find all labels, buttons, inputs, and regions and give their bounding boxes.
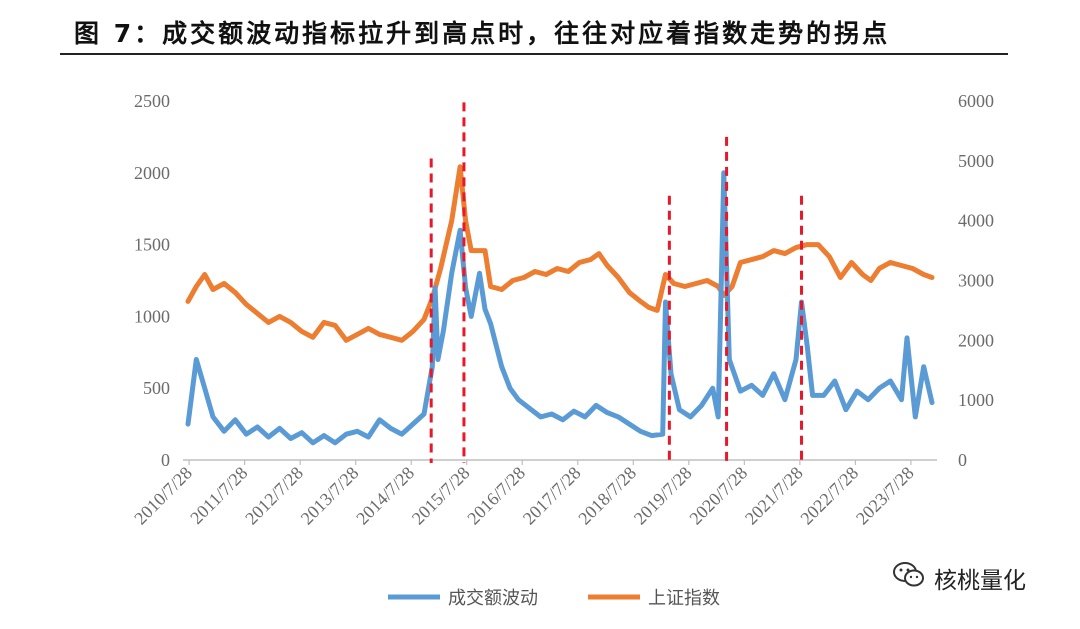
right-axis-ticks: 0 1000 2000 3000 4000 5000 6000 bbox=[958, 91, 994, 470]
legend: 成交额波动 上证指数 bbox=[388, 588, 720, 609]
x-tick-label: 2015/7/28 bbox=[408, 463, 474, 529]
series-line-1 bbox=[185, 164, 935, 343]
series-layer bbox=[185, 164, 935, 446]
wechat-icon bbox=[892, 561, 926, 595]
left-tick-label: 0 bbox=[161, 450, 170, 470]
x-tick-label: 2023/7/28 bbox=[852, 463, 918, 529]
figure-title: 图 7：成交额波动指标拉升到高点时，往往对应着指数走势的拐点 bbox=[74, 19, 891, 48]
x-tick-label: 2010/7/28 bbox=[130, 463, 196, 529]
right-tick-label: 2000 bbox=[958, 330, 994, 350]
right-tick-label: 1000 bbox=[958, 390, 994, 410]
left-tick-label: 1000 bbox=[134, 306, 170, 326]
right-tick-label: 0 bbox=[958, 450, 967, 470]
right-tick-label: 4000 bbox=[958, 211, 994, 231]
x-tick-label: 2021/7/28 bbox=[741, 463, 807, 529]
x-tick-label: 2018/7/28 bbox=[574, 463, 640, 529]
x-tick-label: 2016/7/28 bbox=[463, 463, 529, 529]
x-tick-label: 2020/7/28 bbox=[685, 463, 751, 529]
right-tick-label: 3000 bbox=[958, 271, 994, 291]
left-tick-label: 2000 bbox=[134, 163, 170, 183]
left-tick-label: 500 bbox=[143, 378, 170, 398]
annotation-layer bbox=[429, 102, 804, 463]
x-tick-label: 2013/7/28 bbox=[297, 463, 363, 529]
watermark-text: 核桃量化 bbox=[934, 568, 1026, 594]
x-tick-label: 2022/7/28 bbox=[796, 463, 862, 529]
left-tick-label: 2500 bbox=[134, 91, 170, 111]
x-axis-ticks: 2010/7/282011/7/282012/7/282013/7/282014… bbox=[130, 460, 918, 528]
watermark: 核桃量化 bbox=[892, 561, 1026, 595]
right-tick-label: 5000 bbox=[958, 151, 994, 171]
right-tick-label: 6000 bbox=[958, 91, 994, 111]
x-tick-label: 2019/7/28 bbox=[630, 463, 696, 529]
title-underline bbox=[60, 53, 1008, 55]
x-tick-label: 2012/7/28 bbox=[241, 463, 307, 529]
x-tick-label: 2011/7/28 bbox=[186, 463, 251, 528]
left-axis-ticks: 0 500 1000 1500 2000 2500 bbox=[134, 91, 170, 470]
left-tick-label: 1500 bbox=[134, 235, 170, 255]
series-line-0 bbox=[185, 170, 935, 446]
x-tick-label: 2014/7/28 bbox=[352, 463, 418, 529]
x-tick-label: 2017/7/28 bbox=[519, 463, 585, 529]
legend-label: 上证指数 bbox=[648, 588, 720, 609]
legend-label: 成交额波动 bbox=[448, 588, 538, 609]
